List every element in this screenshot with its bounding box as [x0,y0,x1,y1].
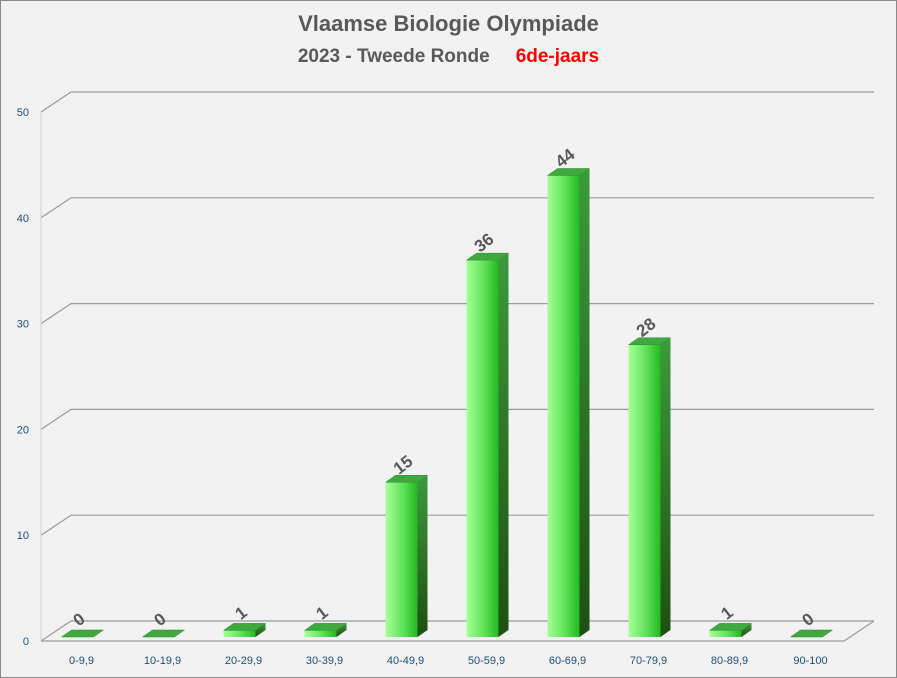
bar-side [417,475,428,637]
data-label: 15 [390,452,417,479]
bar-top [465,252,510,261]
data-label: 0 [70,609,89,630]
x-axis: 0-9,9 10-19,9 20-29,9 30-39,9 40-49,9 50-59,9… [69,655,828,667]
data-label: 1 [232,603,251,624]
bar-side [336,623,347,637]
bar-top [789,629,834,638]
bar [384,475,429,637]
gridline [40,620,874,642]
y-tick-label: 30 [17,319,29,331]
bars [60,168,834,638]
gridlines [40,91,875,642]
bar [789,629,834,638]
chart-subtitle: 2023 - Tweede Ronde 6de-jaars [1,46,896,68]
bar-front [628,344,661,637]
y-tick-label: 50 [17,107,29,119]
bar [303,623,348,637]
bar-top [141,629,186,638]
bar-front [709,630,742,637]
bar-top [708,623,753,631]
y-tick-label: 10 [17,530,29,542]
x-tick-label: 90-100 [793,655,827,667]
gridline [40,514,874,536]
floor-edge [41,620,875,642]
gridline [40,408,874,430]
chart-title: Vlaamse Biologie Olympiade [298,11,599,36]
chart-subtitle-main: 2023 - Tweede Ronde [297,46,490,67]
bar-side [741,623,752,637]
y-tick-label: 0 [23,636,29,648]
bar-side [498,253,509,637]
bar-top [222,623,267,631]
bar-top [303,623,348,631]
bar [60,629,105,638]
x-tick-label: 40-49,9 [387,655,424,667]
bar-top [384,475,429,483]
bar [546,168,591,638]
data-label: 0 [151,609,170,630]
x-tick-label: 0-9,9 [69,655,94,667]
x-tick-label: 70-79,9 [630,655,667,667]
data-label: 36 [471,229,498,256]
chart-subtitle-highlight: 6de-jaars [515,46,600,67]
bar [708,623,753,637]
gridline [40,197,874,219]
data-label: 44 [552,145,579,172]
gridline [40,91,874,113]
y-axis: 0 10 20 30 40 50 [17,107,29,648]
data-labels: 0 0 1 1 15 36 44 28 1 0 [70,145,818,631]
bar-front [466,260,499,637]
x-tick-label: 80-89,9 [711,655,748,667]
bar-front [223,630,256,637]
bar-top [546,168,591,176]
data-label: 1 [718,603,737,624]
y-tick-label: 40 [17,213,29,225]
x-tick-label: 10-19,9 [144,655,181,667]
bar-front [304,630,337,637]
bar [141,629,186,638]
bar-front [547,175,580,638]
y-tick-label: 20 [17,424,29,436]
x-tick-label: 50-59,9 [468,655,505,667]
bar [222,623,267,637]
x-tick-label: 20-29,9 [225,655,262,667]
bar-side [579,168,590,638]
data-label: 0 [799,609,818,630]
data-label: 1 [313,603,332,624]
bar-front [385,482,418,637]
x-tick-label: 30-39,9 [306,655,343,667]
bar-top [60,629,105,638]
bar-side [660,337,671,637]
gridline [40,303,874,325]
bar-top [627,337,672,346]
data-label: 28 [633,314,660,341]
bar [627,337,672,637]
bar-side [255,623,266,637]
x-tick-label: 60-69,9 [549,655,586,667]
bar [465,252,510,637]
